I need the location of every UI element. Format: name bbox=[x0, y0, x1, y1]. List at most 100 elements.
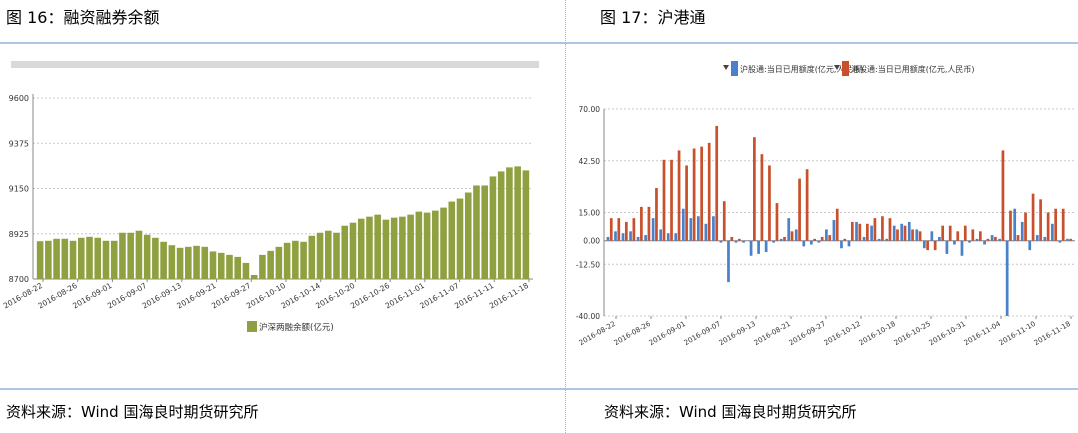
bar-northbound bbox=[636, 236, 640, 241]
y-tick-label: 8925 bbox=[9, 230, 29, 239]
bar bbox=[464, 192, 472, 279]
bar bbox=[226, 254, 233, 279]
bar-southbound bbox=[986, 238, 990, 241]
left-source: 资料来源：Wind 国海良时期货研究所 bbox=[6, 403, 259, 421]
bar-southbound bbox=[926, 240, 929, 251]
bar bbox=[407, 214, 414, 279]
bar bbox=[349, 222, 357, 279]
bar bbox=[217, 252, 225, 279]
bar-northbound bbox=[847, 240, 851, 247]
bar-southbound bbox=[1001, 150, 1005, 241]
bar bbox=[440, 207, 447, 279]
bar-northbound bbox=[892, 225, 896, 241]
bar-northbound bbox=[787, 218, 791, 241]
bar-northbound bbox=[802, 240, 806, 247]
bar-northbound bbox=[772, 240, 776, 243]
bar bbox=[119, 232, 126, 279]
y-tick-label: 42.50 bbox=[579, 157, 601, 166]
bar-southbound bbox=[911, 229, 914, 241]
bar-southbound bbox=[662, 159, 666, 241]
bar-northbound bbox=[930, 231, 934, 241]
bar-northbound bbox=[998, 238, 1001, 241]
bar-northbound bbox=[742, 240, 745, 243]
bar-northbound bbox=[877, 238, 881, 241]
margin-balance-chart: 960093759150892587002016-08-222016-08-26… bbox=[2, 61, 539, 333]
bar-southbound bbox=[881, 216, 884, 241]
x-tick-label: 2016-08-22 bbox=[578, 320, 617, 347]
bar-northbound bbox=[651, 218, 655, 241]
bar-northbound bbox=[606, 236, 610, 241]
y-tick-label: 70.00 bbox=[579, 105, 601, 114]
bar bbox=[127, 232, 134, 279]
bar-southbound bbox=[617, 218, 621, 241]
legend-label-blue: 沪股通:当日已用额度(亿元,人民币) bbox=[740, 64, 863, 74]
bar-northbound bbox=[1043, 236, 1047, 241]
bar-southbound bbox=[903, 225, 907, 241]
bar-southbound bbox=[1069, 238, 1073, 241]
bar-northbound bbox=[712, 216, 715, 241]
bar-southbound bbox=[609, 218, 613, 241]
bar-northbound bbox=[704, 223, 708, 241]
bar-northbound bbox=[734, 240, 738, 243]
bar bbox=[143, 234, 151, 279]
bar-southbound bbox=[820, 236, 824, 241]
bar bbox=[341, 225, 349, 279]
bar bbox=[514, 166, 521, 279]
shanghai-hk-connect-chart: 沪股通:当日已用额度(亿元,人民币)港股通:当日已用额度(亿元,人民币) 70.0… bbox=[576, 61, 1075, 347]
bar-northbound bbox=[1020, 221, 1024, 241]
bar bbox=[36, 241, 44, 279]
bar-southbound bbox=[963, 225, 967, 241]
bar-northbound bbox=[659, 229, 663, 241]
bar bbox=[176, 247, 184, 279]
bar-northbound bbox=[727, 240, 730, 283]
chart-header-strip bbox=[11, 61, 539, 68]
bar-southbound bbox=[685, 165, 688, 241]
bar bbox=[382, 219, 390, 279]
bar-northbound bbox=[794, 229, 798, 241]
bar bbox=[481, 185, 489, 279]
bar bbox=[275, 246, 283, 279]
bar-southbound bbox=[1016, 235, 1020, 241]
bar-southbound bbox=[655, 188, 658, 241]
left-title: 图 16：融资融券余额 bbox=[6, 8, 160, 27]
bar bbox=[522, 170, 530, 279]
bar bbox=[390, 217, 398, 279]
legend-label-orange: 港股通:当日已用额度(亿元,人民币) bbox=[851, 64, 974, 74]
legend-marker bbox=[723, 65, 729, 70]
bar bbox=[267, 250, 274, 279]
bar-northbound bbox=[840, 240, 843, 249]
bar-northbound bbox=[983, 240, 986, 245]
bar-northbound bbox=[968, 240, 971, 243]
bar bbox=[102, 240, 110, 279]
bar-northbound bbox=[1028, 240, 1032, 251]
bar-northbound bbox=[749, 240, 753, 256]
bar bbox=[45, 240, 52, 279]
bar bbox=[357, 218, 365, 279]
bar-southbound bbox=[1039, 199, 1042, 241]
bar-northbound bbox=[885, 238, 889, 241]
legend-label: 沪深两融余额(亿元) bbox=[259, 322, 334, 333]
bar-southbound bbox=[956, 231, 960, 241]
bar-southbound bbox=[760, 154, 764, 241]
bar-northbound bbox=[900, 223, 904, 241]
y-tick-label: 0.00 bbox=[583, 237, 600, 246]
bar-northbound bbox=[629, 231, 632, 241]
bar-northbound bbox=[938, 236, 941, 241]
x-tick-label: 2016-09-01 bbox=[648, 320, 687, 347]
bar-northbound bbox=[953, 240, 956, 245]
bar-northbound bbox=[855, 221, 858, 241]
bar-southbound bbox=[941, 225, 945, 241]
bar bbox=[94, 237, 102, 279]
x-tick-label: 2016-11-18 bbox=[488, 281, 530, 311]
x-tick-label: 2016-10-25 bbox=[893, 320, 932, 347]
bar-southbound bbox=[722, 201, 726, 241]
bar bbox=[242, 262, 250, 279]
x-tick-label: 2016-08-21 bbox=[753, 320, 792, 347]
bar-southbound bbox=[835, 208, 839, 241]
bar-southbound bbox=[896, 229, 899, 241]
y-tick-label: 15.00 bbox=[579, 209, 601, 218]
bar bbox=[283, 242, 291, 279]
bar bbox=[300, 241, 307, 279]
bar-southbound bbox=[805, 169, 809, 241]
bar-southbound bbox=[1009, 210, 1012, 241]
